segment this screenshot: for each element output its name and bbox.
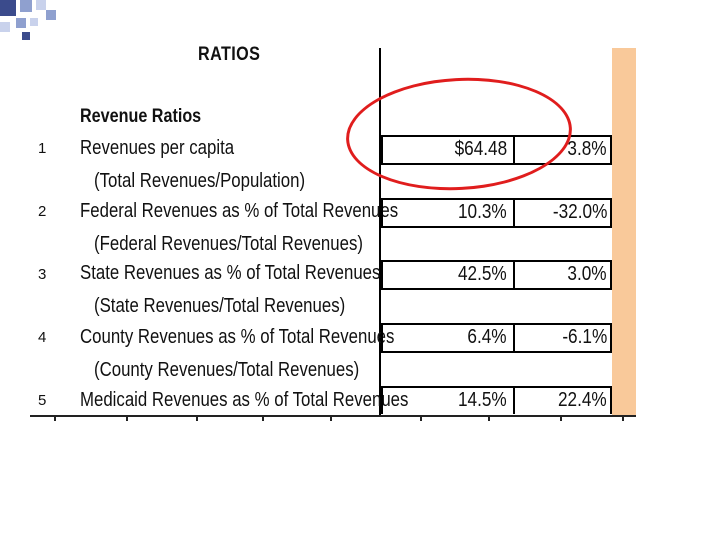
row-number: 1 — [38, 140, 47, 157]
row-label: Medicaid Revenues as % of Total Revenues — [80, 389, 409, 411]
baseline-tick — [126, 417, 128, 421]
corner-square — [16, 18, 26, 28]
row-value: $64.48 — [454, 138, 507, 160]
row-label: Federal Revenues as % of Total Revenues — [80, 200, 399, 222]
baseline-tick — [420, 417, 422, 421]
corner-square — [22, 32, 30, 40]
baseline-tick — [196, 417, 198, 421]
sheet-title: RATIOS — [198, 44, 261, 65]
row-change: 3.8% — [567, 138, 607, 160]
row-change: 3.0% — [567, 263, 607, 285]
baseline-tick — [330, 417, 332, 421]
row-number: 4 — [38, 329, 47, 346]
section-heading: Revenue Ratios — [80, 106, 202, 127]
row-value: 6.4% — [467, 326, 507, 348]
row-value: 14.5% — [458, 389, 507, 411]
column-divider — [379, 48, 381, 416]
change-cell — [513, 135, 612, 165]
corner-square — [46, 10, 56, 20]
highlight-circle — [343, 72, 575, 196]
row-formula: (Total Revenues/Population) — [94, 170, 306, 192]
row-formula: (County Revenues/Total Revenues) — [94, 359, 360, 381]
corner-square — [0, 0, 16, 16]
change-cell — [513, 323, 612, 353]
corner-square — [0, 22, 10, 32]
change-cell — [513, 198, 612, 228]
row-number: 2 — [38, 203, 47, 220]
row-change: -6.1% — [562, 326, 607, 348]
row-formula: (State Revenues/Total Revenues) — [94, 295, 346, 317]
baseline-tick — [54, 417, 56, 421]
baseline-tick — [560, 417, 562, 421]
row-label: Revenues per capita — [80, 137, 235, 159]
change-cell — [513, 260, 612, 290]
row-formula: (Federal Revenues/Total Revenues) — [94, 233, 363, 255]
change-cell — [513, 386, 612, 414]
side-band — [612, 48, 636, 416]
row-value: 42.5% — [458, 263, 507, 285]
row-change: -32.0% — [552, 201, 607, 223]
baseline-tick — [488, 417, 490, 421]
sheet-baseline — [30, 415, 636, 417]
row-label: State Revenues as % of Total Revenues — [80, 262, 381, 284]
baseline-tick — [262, 417, 264, 421]
row-number: 3 — [38, 266, 47, 283]
baseline-tick — [622, 417, 624, 421]
row-value: 10.3% — [458, 201, 507, 223]
row-label: County Revenues as % of Total Revenues — [80, 326, 395, 348]
row-change: 22.4% — [558, 389, 607, 411]
corner-square — [36, 0, 46, 10]
corner-square — [30, 18, 38, 26]
row-number: 5 — [38, 392, 47, 409]
corner-square — [20, 0, 32, 12]
